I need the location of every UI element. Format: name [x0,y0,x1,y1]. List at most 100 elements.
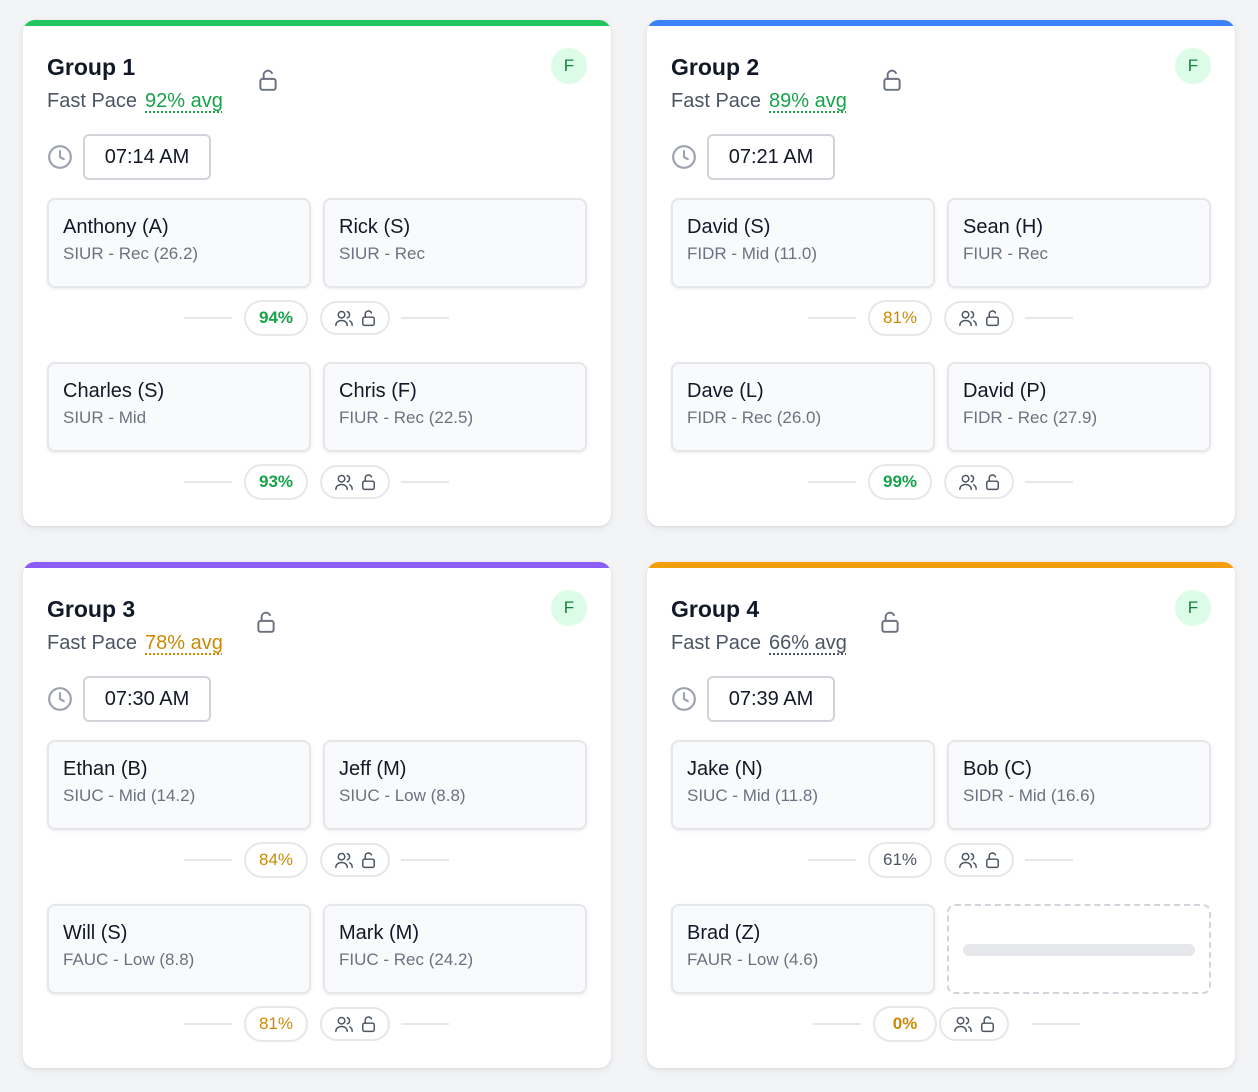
pair-actions[interactable] [320,1007,390,1041]
player-detail: FAUR - Low (4.6) [687,950,819,969]
group-avg[interactable]: 89% avg [769,90,847,112]
player-card[interactable]: Jeff (M) SIUC - Low (8.8) [323,740,587,830]
player-name: Mark (M) [339,922,419,944]
pace-badge: F [1175,590,1211,626]
clock-icon [671,686,697,712]
pair-match-percent[interactable]: 0% [873,1006,937,1042]
users-icon[interactable] [953,1015,973,1033]
player-detail: SIUC - Mid (11.8) [687,786,818,805]
player-detail: SIUC - Low (8.8) [339,786,466,805]
lock-icon[interactable] [984,473,1001,491]
tee-time-field[interactable]: 07:30 AM [83,676,211,722]
users-icon[interactable] [334,1015,354,1033]
group-avg[interactable]: 66% avg [769,632,847,654]
player-detail: FAUC - Low (8.8) [63,950,195,969]
group-avg[interactable]: 78% avg [145,632,223,654]
pair-actions[interactable] [944,843,1014,877]
clock-icon [47,686,73,712]
player-name: David (S) [687,216,771,238]
player-card[interactable]: Dave (L) FIDR - Rec (26.0) [671,362,935,452]
divider-line [184,859,232,861]
player-detail: SIUC - Mid (14.2) [63,786,196,805]
pair-actions[interactable] [944,301,1014,335]
group-lock-icon[interactable] [257,68,279,92]
pair-actions[interactable] [320,301,390,335]
player-detail: FIDR - Mid (11.0) [687,244,818,263]
player-name: Sean (H) [963,216,1044,238]
pace-badge: F [1175,48,1211,84]
lock-icon[interactable] [360,309,377,327]
pair-actions[interactable] [320,465,390,499]
group-subtitle: Fast Pace 89% avg [671,90,847,113]
group-pace: Fast Pace [47,632,138,654]
group-title: Group 2 [671,54,760,80]
group-card: Group 3 Fast Pace 78% avg F 07:30 AM Etha… [23,562,611,1068]
pair-match-percent[interactable]: 81% [868,300,932,336]
tee-time-field[interactable]: 07:39 AM [707,676,835,722]
pace-badge: F [551,48,587,84]
lock-icon[interactable] [360,473,377,491]
player-detail: FIDR - Rec (26.0) [687,408,822,427]
player-name: Bob (C) [963,758,1032,780]
pair-compatibility-row: 84% [23,840,611,880]
player-card[interactable]: Rick (S) SIUR - Rec [323,198,587,288]
divider-line [1025,859,1073,861]
player-card[interactable]: David (S) FIDR - Mid (11.0) [671,198,935,288]
group-subtitle: Fast Pace 78% avg [47,632,223,655]
group-lock-icon[interactable] [255,610,277,634]
group-avg[interactable]: 92% avg [145,90,223,112]
pair-match-percent[interactable]: 99% [868,464,932,500]
player-card[interactable]: David (P) FIDR - Rec (27.9) [947,362,1211,452]
pair-actions[interactable] [320,843,390,877]
tee-time-field[interactable]: 07:21 AM [707,134,835,180]
users-icon[interactable] [958,473,978,491]
group-lock-icon[interactable] [879,610,901,634]
group-lock-icon[interactable] [881,68,903,92]
player-detail: FIDR - Rec (27.9) [963,408,1098,427]
lock-icon[interactable] [984,851,1001,869]
users-icon[interactable] [334,473,354,491]
tee-time-field[interactable]: 07:14 AM [83,134,211,180]
player-card[interactable]: Charles (S) SIUR - Mid [47,362,311,452]
player-name: Brad (Z) [687,922,761,944]
player-name: Jake (N) [687,758,763,780]
player-card[interactable]: Ethan (B) SIUC - Mid (14.2) [47,740,311,830]
pair-match-percent[interactable]: 81% [244,1006,308,1042]
player-card[interactable]: Anthony (A) SIUR - Rec (26.2) [47,198,311,288]
player-detail: SIUR - Rec [339,244,425,263]
empty-player-slot[interactable] [947,904,1211,994]
pair-match-percent[interactable]: 93% [244,464,308,500]
users-icon[interactable] [334,309,354,327]
group-pace: Fast Pace [671,90,762,112]
group-subtitle: Fast Pace 92% avg [47,90,223,113]
divider-line [813,1023,861,1025]
divider-line [401,317,449,319]
users-icon[interactable] [958,851,978,869]
pair-actions[interactable] [944,465,1014,499]
divider-line [184,317,232,319]
player-card[interactable]: Sean (H) FIUR - Rec [947,198,1211,288]
player-name: Ethan (B) [63,758,148,780]
lock-icon[interactable] [360,851,377,869]
player-card[interactable]: Chris (F) FIUR - Rec (22.5) [323,362,587,452]
player-card[interactable]: Will (S) FAUC - Low (8.8) [47,904,311,994]
divider-line [401,859,449,861]
users-icon[interactable] [334,851,354,869]
pair-match-percent[interactable]: 94% [244,300,308,336]
pair-match-percent[interactable]: 61% [868,842,932,878]
group-card: Group 1 Fast Pace 92% avg F 07:14 AM Anth… [23,20,611,526]
divider-line [401,1023,449,1025]
lock-icon[interactable] [979,1015,996,1033]
divider-line [808,859,856,861]
player-card[interactable]: Bob (C) SIDR - Mid (16.6) [947,740,1211,830]
pace-badge: F [551,590,587,626]
lock-icon[interactable] [360,1015,377,1033]
player-card[interactable]: Brad (Z) FAUR - Low (4.6) [671,904,935,994]
pair-actions[interactable] [939,1007,1009,1041]
users-icon[interactable] [958,309,978,327]
divider-line [1032,1023,1080,1025]
lock-icon[interactable] [984,309,1001,327]
player-card[interactable]: Mark (M) FIUC - Rec (24.2) [323,904,587,994]
player-card[interactable]: Jake (N) SIUC - Mid (11.8) [671,740,935,830]
pair-match-percent[interactable]: 84% [244,842,308,878]
